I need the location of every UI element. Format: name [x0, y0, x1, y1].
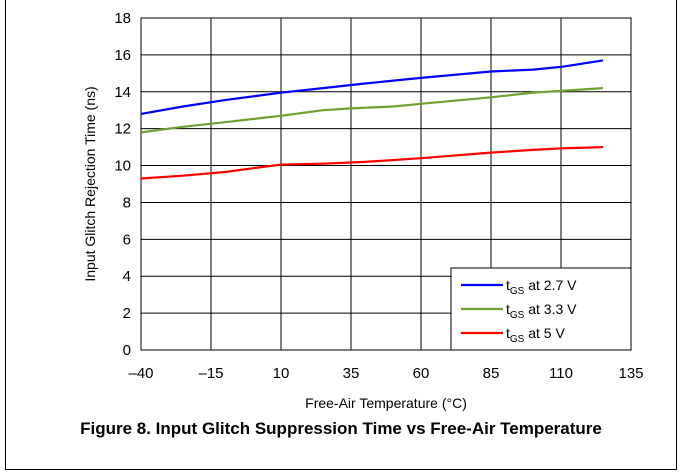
x-tick-label: 60 — [413, 365, 430, 382]
x-tick-label: 10 — [273, 365, 290, 382]
series-line — [140, 59, 604, 115]
line-chart: –40 –15 10 35 60 85 110 135 0 2 4 6 8 10 12 14 16 18 Fre… — [82, 10, 644, 411]
series-line — [140, 146, 604, 180]
series-line — [140, 87, 604, 134]
y-tick-label: 10 — [114, 158, 131, 175]
y-axis-title: Input Glitch Rejection Time (ns) — [82, 86, 98, 281]
x-tick-label: 135 — [618, 365, 643, 382]
legend-label: tGS at 5 V — [506, 325, 565, 345]
series-layer — [140, 59, 604, 180]
legend: tGS at 2.7 V tGS at 3.3 V tGS at 5 V — [450, 267, 632, 351]
legend-label: tGS at 3.3 V — [506, 301, 577, 321]
grid — [140, 17, 632, 351]
plot-area — [140, 17, 632, 351]
y-axis-ticks: 0 2 4 6 8 10 12 14 16 18 — [114, 10, 131, 359]
y-tick-label: 6 — [123, 231, 131, 248]
y-tick-label: 16 — [114, 47, 131, 64]
y-tick-label: 8 — [123, 194, 131, 211]
x-tick-label: –15 — [198, 365, 223, 382]
figure-caption: Figure 8. Input Glitch Suppression Time … — [80, 419, 602, 438]
y-tick-label: 2 — [123, 305, 131, 322]
y-tick-label: 12 — [114, 121, 131, 138]
x-tick-label: 85 — [483, 365, 500, 382]
legend-label: tGS at 2.7 V — [506, 277, 577, 297]
x-tick-label: –40 — [128, 365, 153, 382]
y-tick-label: 4 — [123, 268, 131, 285]
x-axis-ticks: –40 –15 10 35 60 85 110 135 — [128, 365, 643, 382]
x-tick-label: 35 — [343, 365, 360, 382]
y-tick-label: 0 — [123, 342, 131, 359]
y-tick-label: 14 — [114, 84, 131, 101]
y-tick-label: 18 — [114, 10, 131, 27]
figure-frame — [5, 0, 677, 470]
x-tick-label: 110 — [549, 365, 573, 382]
x-axis-title: Free-Air Temperature (°C) — [305, 395, 467, 411]
